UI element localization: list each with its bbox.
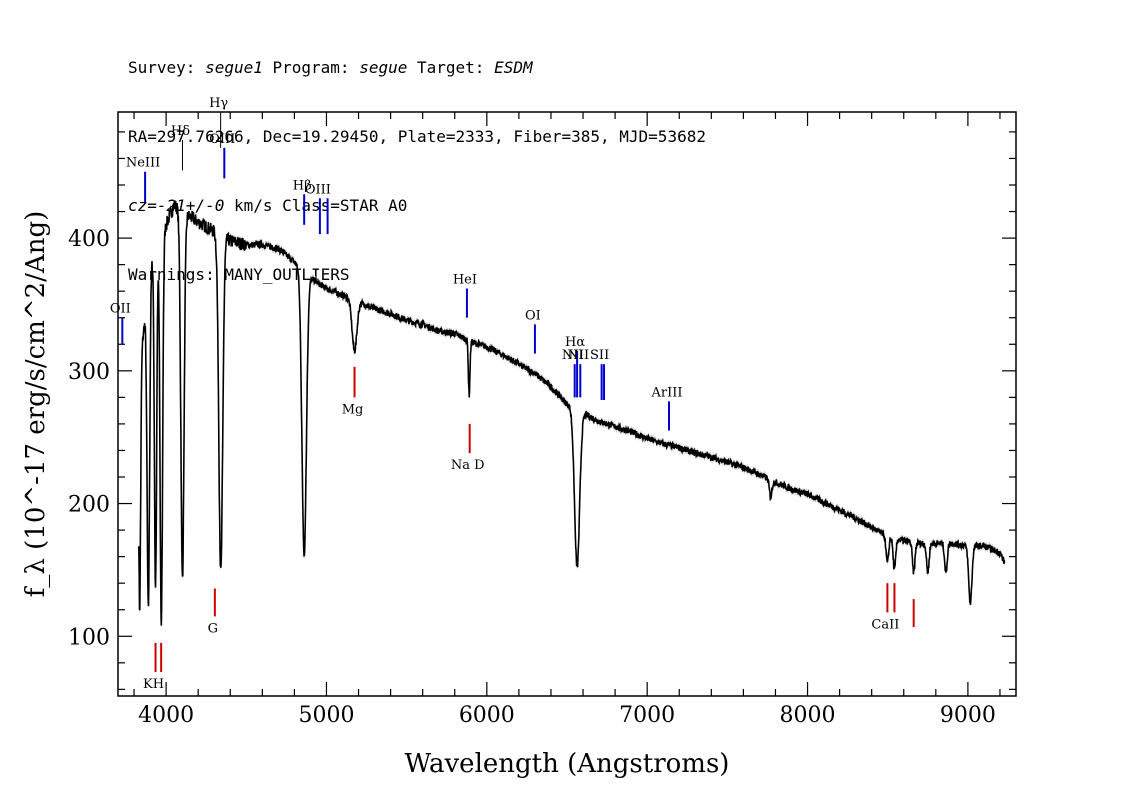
- line-label: NII: [567, 348, 589, 363]
- line-label: OIII: [209, 132, 235, 147]
- line-label: NII: [562, 348, 584, 363]
- y-tick-label: 400: [68, 227, 110, 252]
- program-label: Program:: [262, 58, 360, 77]
- line-label: HeI: [453, 273, 477, 288]
- program-value: segue: [359, 58, 408, 77]
- line-label: Hδ: [171, 124, 190, 139]
- header-line-survey: Survey: segue1 Program: segue Target: ES…: [128, 56, 706, 79]
- line-label: CaII: [871, 617, 899, 632]
- line-label: Hβ: [293, 178, 312, 193]
- spectrum-error-band: [138, 197, 1005, 629]
- y-tick-label: 200: [68, 493, 110, 518]
- line-label: OI: [525, 308, 541, 323]
- header-line-warnings: Warnings: MANY_OUTLIERS: [128, 265, 350, 284]
- line-label: Mg: [342, 402, 364, 417]
- x-tick-label: 4000: [138, 703, 194, 728]
- survey-label: Survey:: [128, 58, 206, 77]
- x-tick-label: 7000: [619, 703, 675, 728]
- x-tick-label: 5000: [298, 703, 354, 728]
- x-tick-label: 9000: [940, 703, 996, 728]
- x-tick-label: 8000: [780, 703, 836, 728]
- chart-axes: 4000 5000 6000 7000 8000 9000 100 200 300 400: [68, 111, 1017, 728]
- y-axis-label-text: f_λ (10^-17 erg/s/cm^2/Ang): [21, 211, 51, 597]
- target-value: ESDM: [494, 58, 533, 77]
- spectrum-line: [138, 200, 1006, 626]
- line-label: Hγ: [209, 96, 228, 111]
- line-label: G: [208, 621, 218, 636]
- line-label: Hα: [565, 335, 585, 350]
- spectrum-series: [138, 200, 1006, 626]
- y-tick-label: 300: [68, 360, 110, 385]
- line-label: SII: [590, 348, 609, 363]
- survey-value: segue1: [205, 58, 263, 77]
- line-label: Na D: [451, 458, 485, 473]
- line-label: OIII: [305, 182, 331, 197]
- header-line-coords: RA=297.76266, Dec=19.29450, Plate=2333, …: [128, 127, 706, 146]
- header-line-redshift: cz=-21+/-0 km/s Class=STAR A0: [128, 194, 706, 217]
- error-band: [138, 197, 1005, 629]
- line-label: KH: [143, 677, 164, 692]
- line-label: NeIII: [126, 156, 160, 171]
- line-label: ArIII: [650, 385, 682, 400]
- class-text: km/s Class=STAR A0: [224, 196, 408, 215]
- line-label: OII: [110, 302, 131, 317]
- target-label: Target:: [407, 58, 495, 77]
- x-axis-label: Wavelength (Angstroms): [405, 749, 730, 779]
- x-tick-label: 6000: [459, 703, 515, 728]
- spectrum-header: Survey: segue1 Program: segue Target: ES…: [128, 10, 706, 309]
- plot-frame: [117, 111, 1017, 697]
- y-tick-label: 100: [68, 625, 110, 650]
- y-axis-label: f_λ (10^-17 erg/s/cm^2/Ang): [21, 211, 51, 597]
